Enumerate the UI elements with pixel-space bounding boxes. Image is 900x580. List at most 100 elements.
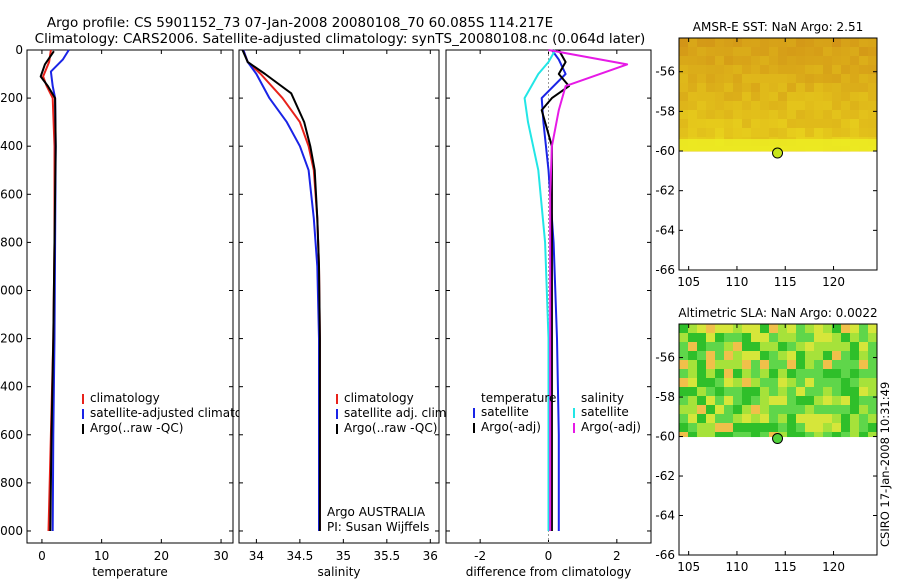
- sst_map-ytick-label: -56: [655, 65, 675, 79]
- sst_map-data-cell: [823, 110, 833, 120]
- sst_map-data-cell: [697, 128, 707, 138]
- figure-title-line1: Argo profile: CS 5901152_73 07-Jan-2008 …: [47, 15, 553, 31]
- sst_map-data-cell: [832, 128, 842, 138]
- sst_map-data-cell: [760, 110, 770, 120]
- sla_map-data-cell: [769, 396, 779, 406]
- sst_map-title: AMSR-E SST: NaN Argo: 2.51: [693, 20, 863, 34]
- sla_map-data-cell: [859, 324, 869, 334]
- sst_map-data-cell: [742, 74, 752, 84]
- sst_map-data-cell: [832, 101, 842, 111]
- temperature-ytick-label: 0: [15, 43, 23, 57]
- sla_map-data-cell: [778, 396, 788, 406]
- sla_map-data-cell: [841, 342, 851, 352]
- sla_map-data-cell: [859, 423, 869, 433]
- sla_map-xtick-label: 120: [822, 560, 845, 574]
- sla_map-data-cell: [697, 333, 707, 343]
- sst_map-data-cell: [805, 65, 815, 75]
- sst-map-edge-band: [679, 139, 877, 152]
- sst_map-data-cell: [679, 92, 689, 102]
- sla_map-xtick-label: 105: [677, 560, 700, 574]
- sst_map-data-cell: [850, 47, 860, 57]
- sst_map-data-cell: [742, 128, 752, 138]
- sst_map-data-cell: [823, 92, 833, 102]
- sla_map-data-cell: [715, 369, 725, 379]
- sla_map-data-cell: [859, 369, 869, 379]
- sla_map-data-cell: [760, 396, 770, 406]
- sla_map-data-cell: [697, 387, 707, 397]
- sla_map-data-cell: [751, 405, 761, 415]
- sst_map-data-cell: [850, 83, 860, 93]
- sla_map-data-cell: [832, 432, 842, 438]
- sla_map-data-cell: [697, 378, 707, 388]
- sst_map-data-cell: [778, 101, 788, 111]
- sst_map-data-cell: [706, 56, 716, 66]
- sla_map-data-cell: [787, 432, 797, 438]
- sla_map-data-cell: [850, 423, 860, 433]
- sst_map-data-cell: [778, 65, 788, 75]
- sla_map-data-cell: [760, 324, 770, 334]
- sla_map-data-cell: [805, 342, 815, 352]
- sst_map-data-cell: [832, 56, 842, 66]
- sla_map-data-cell: [868, 396, 878, 406]
- sst_map-data-cell: [796, 92, 806, 102]
- sst_map-data-cell: [724, 101, 734, 111]
- sst_map-data-cell: [868, 56, 878, 66]
- sst_map-data-cell: [724, 119, 734, 129]
- salinity-xtick-label: 35: [336, 549, 351, 563]
- sla_map-data-cell: [751, 360, 761, 370]
- sla_map-data-cell: [742, 405, 752, 415]
- sst_map-data-cell: [733, 92, 743, 102]
- sst_map-data-cell: [823, 83, 833, 93]
- sla_map-data-cell: [868, 405, 878, 415]
- sla_map-data-cell: [688, 432, 698, 438]
- salinity-axes-frame: [238, 49, 440, 544]
- sla_map-data-cell: [760, 351, 770, 361]
- sla_map-data-cell: [688, 405, 698, 415]
- sla_map-data-cell: [733, 414, 743, 424]
- sla_map-data-cell: [679, 333, 689, 343]
- sla_map-data-cell: [805, 369, 815, 379]
- salinity-xtick-label: 34: [249, 549, 264, 563]
- sla_map-axes-frame: [678, 323, 878, 556]
- sst_map-data-cell: [832, 83, 842, 93]
- sla_map-data-cell: [742, 396, 752, 406]
- sla_map-data-cell: [832, 396, 842, 406]
- sst_map-xtick-label: 110: [725, 275, 748, 289]
- sst_map-data-cell: [859, 119, 869, 129]
- sst_map-data-cell: [868, 74, 878, 84]
- sla_map-data-cell: [715, 333, 725, 343]
- sla_map-data-cell: [742, 432, 752, 438]
- sst_map-data-cell: [823, 128, 833, 138]
- sst_map-data-cell: [778, 47, 788, 57]
- sst_map-data-cell: [796, 74, 806, 84]
- sst_map-data-cell: [688, 110, 698, 120]
- sst_map-data-cell: [796, 47, 806, 57]
- sla_map-data-cell: [823, 360, 833, 370]
- sst_map-data-cell: [679, 65, 689, 75]
- sla_map-data-cell: [688, 369, 698, 379]
- sst_map-data-cell: [679, 56, 689, 66]
- sla_map-data-cell: [679, 342, 689, 352]
- sla_map-data-cell: [778, 423, 788, 433]
- sla_map-data-cell: [868, 342, 878, 352]
- sla_map-data-cell: [715, 360, 725, 370]
- sla_map-data-cell: [823, 378, 833, 388]
- sla_map-data-cell: [814, 387, 824, 397]
- sla_map-data-cell: [805, 405, 815, 415]
- sst_map-data-cell: [823, 119, 833, 129]
- sst_map-data-cell: [742, 101, 752, 111]
- sla_map-data-cell: [796, 360, 806, 370]
- sla_map-data-cell: [805, 378, 815, 388]
- sla_map-data-cell: [760, 333, 770, 343]
- sla_map-data-cell: [724, 369, 734, 379]
- sla_map-data-cell: [796, 351, 806, 361]
- sla_map-data-cell: [787, 351, 797, 361]
- temperature-ytick-label: 1800: [0, 476, 23, 490]
- sst_map-data-cell: [778, 56, 788, 66]
- sla_map-data-cell: [832, 324, 842, 334]
- sst_map-data-cell: [706, 65, 716, 75]
- sla_map-data-cell: [724, 396, 734, 406]
- sla_map-data-cell: [787, 360, 797, 370]
- sst_map-data-cell: [787, 65, 797, 75]
